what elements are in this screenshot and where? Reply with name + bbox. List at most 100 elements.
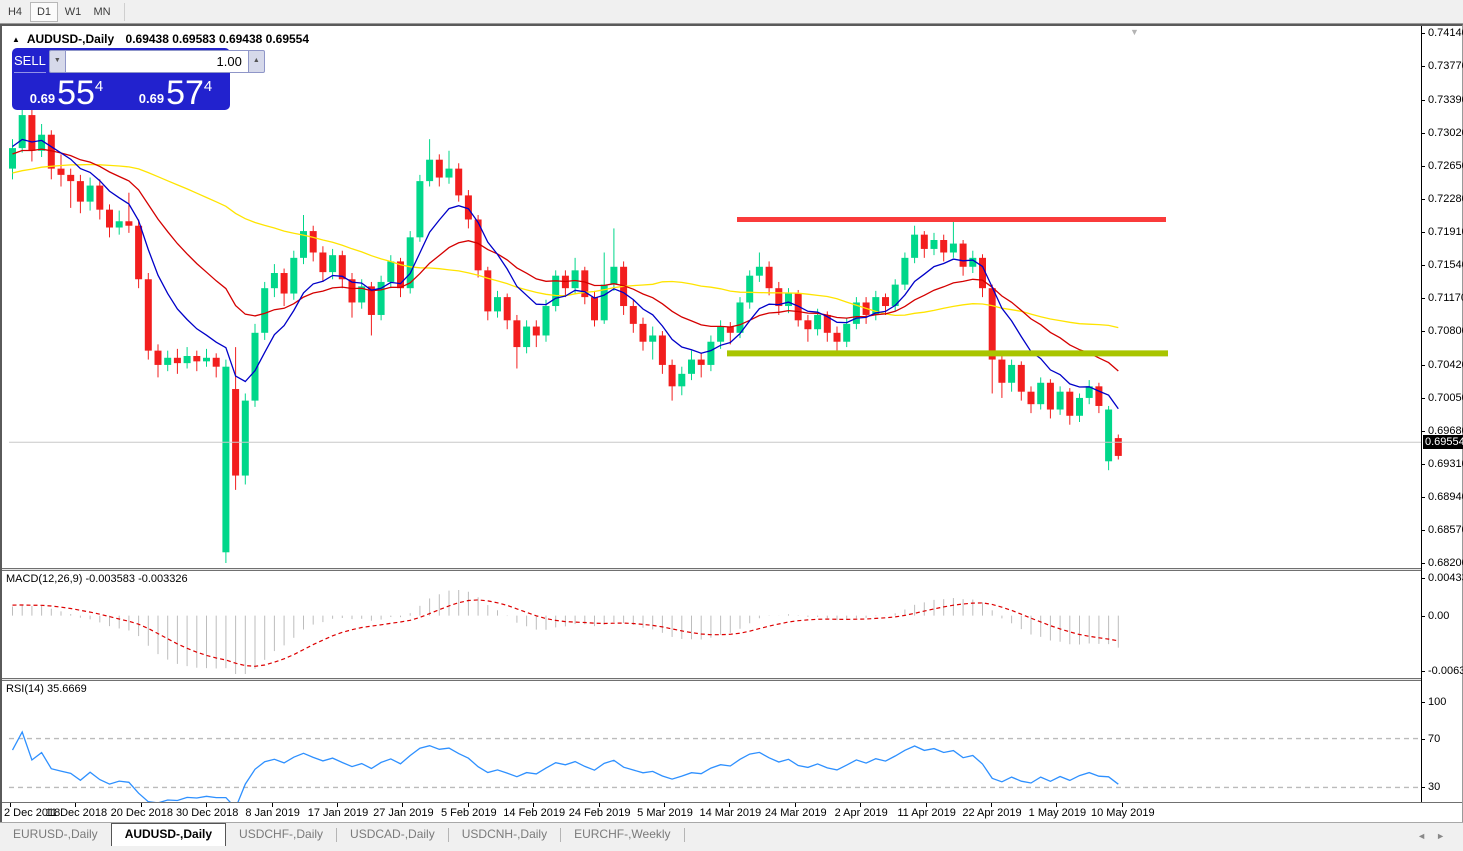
axis-tick	[1422, 132, 1425, 134]
tab-separator	[683, 828, 685, 842]
macd-indicator-pane[interactable]	[9, 571, 1421, 678]
axis-tick	[1422, 264, 1425, 266]
buy-price-big: 57	[166, 74, 204, 112]
macd-axis-label: -0.006373	[1428, 665, 1463, 677]
time-axis-tick	[10, 803, 11, 807]
tab-usdchf-daily[interactable]: USDCHF-,Daily	[239, 827, 324, 841]
timeframe-mn-button[interactable]: MN	[88, 1, 116, 22]
axis-tick	[1422, 615, 1425, 617]
rsi-indicator-pane[interactable]	[9, 681, 1421, 802]
tab-usdcnh-daily[interactable]: USDCNH-,Daily	[461, 827, 548, 841]
rsi-axis-label: 70	[1428, 732, 1441, 745]
tab-scroll-left-icon[interactable]: ◄	[1417, 831, 1437, 841]
time-axis-tick	[598, 803, 600, 807]
chart-ohlc-values: 0.69438 0.69583 0.69438 0.69554	[125, 32, 310, 46]
volume-decrease-icon[interactable]: ▼	[48, 50, 66, 73]
axis-tick	[1422, 66, 1425, 67]
axis-tick	[1422, 787, 1425, 789]
tab-separator	[447, 828, 449, 842]
current-price-tag: 0.69554	[1423, 435, 1463, 450]
time-axis-tick	[1056, 803, 1058, 807]
axis-tick	[1422, 165, 1425, 167]
axis-tick	[1422, 671, 1425, 672]
sell-button[interactable]: SELL	[14, 50, 46, 73]
time-axis-tick	[337, 803, 338, 807]
time-axis-label: 10 May 2019	[1090, 807, 1155, 819]
rsi-axis-label: 30	[1428, 781, 1441, 794]
timeframe-h4-button[interactable]: H4	[1, 1, 29, 22]
time-axis-label: 2 Dec 2018	[4, 807, 61, 819]
axis-tick	[1422, 496, 1425, 498]
time-axis-label: 30 Dec 2018	[175, 807, 239, 819]
chart-shift-marker-icon[interactable]: ▼	[1130, 27, 1139, 37]
volume-increase-icon[interactable]: ▲	[247, 50, 265, 73]
toolbar-separator	[124, 2, 125, 21]
axis-tick	[1422, 364, 1425, 366]
time-axis-tick	[206, 803, 208, 807]
axis-tick	[1422, 397, 1425, 399]
sell-price-display[interactable]: 0.69 55 4	[14, 74, 119, 112]
sell-price-pip: 4	[94, 78, 104, 95]
macd-label: MACD(12,26,9) -0.003583 -0.003326	[6, 573, 188, 585]
axis-tick	[1422, 738, 1425, 740]
chart-tab-bar: EURUSD-,Daily AUDUSD-,Daily USDCHF-,Dail…	[0, 822, 1463, 851]
chart-title: ▲ AUDUSD-,Daily 0.69438 0.69583 0.69438 …	[12, 32, 309, 46]
axis-tick	[1422, 463, 1425, 465]
time-axis-label: 2 Apr 2019	[834, 807, 888, 819]
axis-tick	[1422, 578, 1425, 579]
rsi-axis-label: 100	[1428, 696, 1447, 708]
axis-tick	[1422, 298, 1425, 299]
volume-input[interactable]	[65, 50, 248, 73]
timeframe-toolbar: H4 D1 W1 MN	[0, 0, 1463, 24]
time-axis-label: 11 Dec 2018	[45, 807, 108, 819]
time-axis[interactable]: 2 Dec 2018 11 Dec 2018 20 Dec 2018 30 Dec 2…	[2, 802, 1462, 822]
one-click-trading-panel: SELL ▼ ▲ BUY 0.69 55 4 0.69 57 4	[12, 48, 295, 112]
buy-price-pip: 4	[203, 78, 213, 95]
chart-symbol-label: AUDUSD-,Daily	[26, 32, 115, 46]
axis-tick	[1422, 198, 1425, 200]
tab-scroll-arrows[interactable]: ◄►	[1417, 831, 1455, 841]
axis-tick	[1422, 702, 1425, 703]
macd-axis-label: 0.00	[1428, 609, 1450, 622]
price-chart-pane[interactable]	[9, 26, 1421, 568]
axis-tick	[1422, 99, 1425, 101]
rsi-label: RSI(14) 35.6669	[6, 683, 87, 695]
time-axis-tick	[402, 803, 404, 807]
time-axis-label: 24 Feb 2019	[568, 807, 631, 819]
timeframe-d1-button[interactable]: D1	[30, 1, 58, 22]
time-axis-tick	[75, 803, 77, 807]
tab-scroll-right-icon[interactable]: ►	[1436, 831, 1455, 841]
axis-tick	[1422, 563, 1425, 564]
collapse-panel-icon[interactable]: ▲	[12, 35, 20, 44]
buy-price-display[interactable]: 0.69 57 4	[123, 74, 228, 112]
sell-price-small: 0.69	[29, 91, 56, 106]
time-axis-label: 14 Mar 2019	[699, 807, 762, 819]
buy-button[interactable]: BUY	[267, 50, 295, 73]
tab-eurusd-daily[interactable]: EURUSD-,Daily	[13, 827, 98, 841]
pane-splitter[interactable]	[2, 568, 1462, 571]
tab-eurchf-weekly[interactable]: EURCHF-,Weekly	[574, 827, 671, 841]
time-axis-tick	[794, 803, 796, 807]
time-axis-tick	[533, 803, 535, 807]
tab-usdcad-daily[interactable]: USDCAD-,Daily	[350, 827, 435, 841]
time-axis-tick	[467, 803, 469, 807]
time-axis-label: 14 Feb 2019	[503, 807, 566, 819]
pane-splitter[interactable]	[2, 678, 1462, 681]
timeframe-w1-button[interactable]: W1	[59, 1, 87, 22]
sell-price-big: 55	[57, 74, 95, 112]
tab-audusd-daily[interactable]: AUDUSD-,Daily	[110, 823, 227, 846]
time-axis-tick	[925, 803, 927, 807]
